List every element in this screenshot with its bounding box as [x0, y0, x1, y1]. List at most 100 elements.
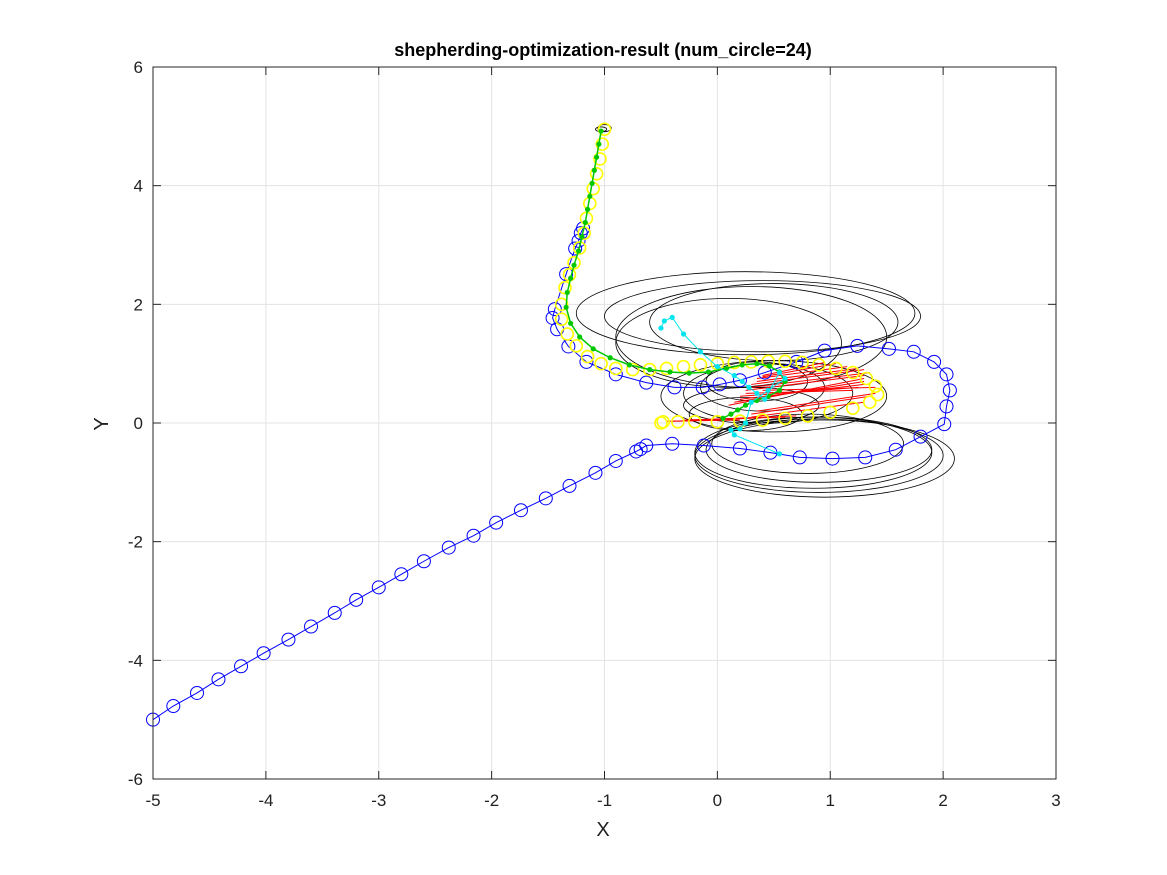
data-point [680, 331, 687, 337]
data-point [639, 375, 654, 390]
data-point [697, 349, 704, 355]
data-point [737, 426, 743, 432]
data-point [591, 167, 597, 173]
data-point [559, 267, 574, 282]
data-point [594, 356, 608, 371]
data-point [739, 378, 745, 385]
data-point [778, 411, 792, 426]
y-tick-label: 0 [134, 414, 143, 433]
series-yellow [554, 122, 885, 430]
data-point [732, 373, 747, 388]
data-point [846, 401, 860, 415]
series-green [563, 128, 788, 421]
x-tick-label: 3 [1051, 791, 1060, 810]
y-tick-label: -6 [128, 770, 143, 789]
red-line [762, 361, 825, 377]
data-point [608, 361, 623, 376]
data-point [812, 358, 826, 372]
data-point [658, 325, 664, 331]
x-tick-label: -4 [258, 791, 273, 810]
plot-area [146, 66, 1057, 780]
data-point [693, 358, 708, 372]
data-point [554, 312, 569, 326]
data-point [765, 387, 771, 393]
data-point [825, 451, 840, 466]
data-point [211, 672, 226, 687]
x-tick-label: -3 [371, 791, 386, 810]
data-point [906, 344, 921, 359]
data-point [626, 362, 632, 368]
data-point [647, 367, 653, 373]
data-point [728, 411, 734, 417]
data-point [712, 377, 727, 392]
data-point [654, 416, 668, 430]
data-point [671, 415, 685, 429]
data-point [190, 685, 205, 700]
data-point [696, 438, 711, 453]
data-point [792, 450, 807, 465]
data-point [577, 334, 583, 340]
data-point [513, 503, 528, 518]
data-point [572, 241, 587, 255]
red-line [751, 395, 870, 415]
data-point [800, 409, 815, 423]
data-point [595, 137, 610, 151]
data-point [669, 314, 675, 320]
data-point [589, 180, 595, 186]
data-point [371, 580, 386, 595]
data-point [728, 427, 734, 433]
x-tick-labels: -5 -4 -3 -2 -1 0 1 2 3 [145, 791, 1060, 810]
data-point [579, 234, 585, 240]
x-tick-label: 2 [938, 791, 947, 810]
data-point [778, 354, 792, 369]
data-point [166, 699, 181, 714]
data-series [146, 122, 957, 727]
data-point [746, 384, 752, 390]
data-point [639, 438, 654, 453]
data-point [731, 432, 737, 438]
data-point [742, 402, 749, 408]
data-point [742, 420, 749, 426]
data-point [817, 343, 832, 358]
data-point [568, 275, 574, 281]
data-point [304, 619, 319, 634]
data-point [776, 387, 783, 393]
data-point [579, 354, 594, 369]
red-line [751, 372, 870, 388]
data-point [625, 362, 640, 377]
data-point [868, 379, 883, 394]
data-point [937, 417, 952, 432]
black-ellipse [705, 416, 933, 483]
data-point [234, 659, 249, 674]
data-point [754, 390, 760, 396]
data-point [608, 453, 623, 468]
data-point [687, 415, 702, 429]
data-point [723, 365, 730, 372]
series-cyan [658, 314, 788, 457]
y-tick-labels: -6 -4 -2 0 2 4 6 [128, 58, 143, 789]
black-ellipse [575, 271, 916, 356]
data-point [562, 478, 577, 493]
data-point [569, 339, 584, 353]
red-line [745, 389, 853, 394]
chart-title: shepherding-optimization-result (num_cir… [394, 40, 812, 60]
data-point [256, 646, 271, 661]
data-point [575, 248, 582, 254]
y-tick-label: 2 [134, 295, 143, 314]
data-point [829, 361, 843, 376]
data-point [823, 405, 838, 420]
x-axis-label: X [596, 819, 609, 841]
data-point [710, 415, 725, 429]
data-point [927, 354, 942, 369]
data-point [589, 167, 604, 181]
tick-marks [152, 66, 1057, 780]
data-point [547, 302, 562, 317]
data-point [665, 436, 680, 451]
data-point [596, 141, 602, 147]
red-line [745, 375, 865, 391]
data-point [859, 371, 874, 386]
data-point [846, 365, 860, 380]
data-point [705, 369, 711, 375]
data-point [597, 122, 612, 137]
data-point [584, 206, 591, 212]
